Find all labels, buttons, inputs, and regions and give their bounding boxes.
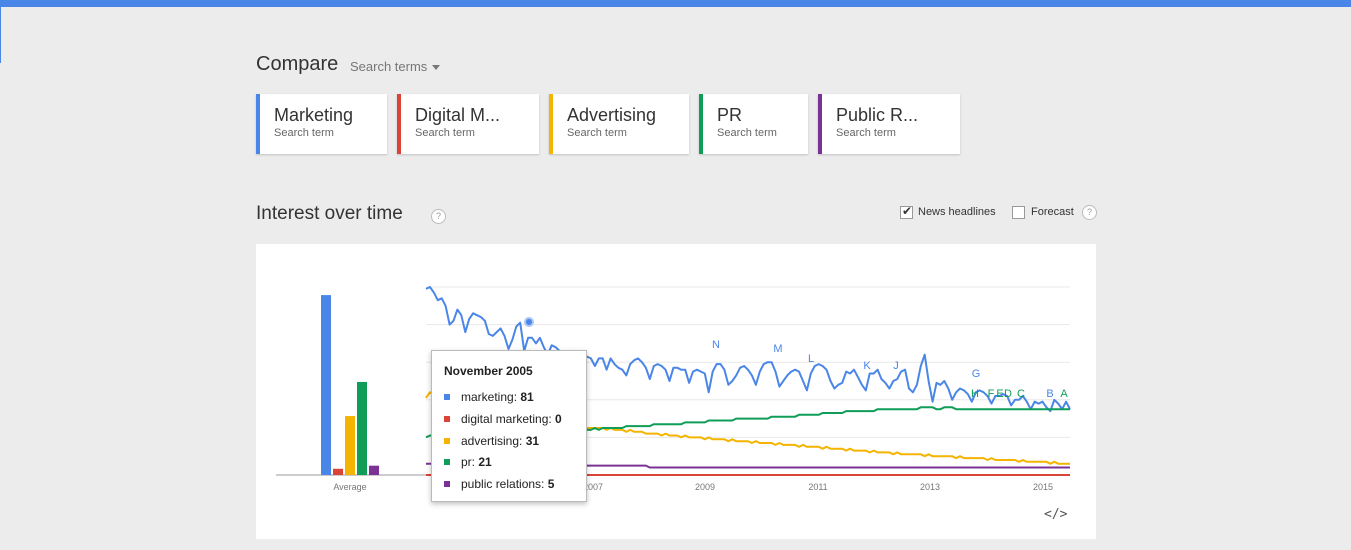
average-label: Average [333, 482, 366, 492]
news-annotation: M [773, 343, 782, 355]
x-tick-label: 2009 [695, 482, 715, 492]
news-headlines-checkbox[interactable]: ✔ [900, 204, 913, 219]
news-annotation: B [1046, 388, 1053, 400]
term-card-digital-marketing[interactable]: Digital M... Search term [397, 94, 539, 154]
term-color-bar [256, 94, 260, 154]
legend-swatch [444, 437, 450, 444]
news-annotation: G [972, 368, 981, 380]
term-name: PR [717, 105, 743, 125]
term-card-marketing[interactable]: Marketing Search term [256, 94, 387, 154]
tooltip-row-digital-marketing: digital marketing: 0 [444, 412, 562, 426]
legend-swatch [444, 480, 450, 487]
compare-title: Compare [256, 53, 339, 75]
news-annotation: E [996, 388, 1003, 400]
tooltip-row-value: 81 [520, 390, 534, 404]
average-bar-digital-marketing [333, 468, 343, 475]
forecast-help-icon[interactable]: ? [1082, 205, 1097, 220]
tooltip-row-value: 5 [547, 477, 555, 491]
top-accent-bar [0, 0, 1351, 7]
term-color-bar [699, 94, 703, 154]
term-name: Advertising [567, 105, 657, 125]
term-name: Digital M... [415, 105, 501, 125]
term-card-public-relations[interactable]: Public R... Search term [818, 94, 960, 154]
checkmark-icon: ✔ [902, 204, 913, 218]
series-line-marketing [425, 286, 1071, 413]
tooltip-row-label: advertising: [461, 434, 526, 448]
tooltip-row-value: 31 [525, 434, 540, 448]
tooltip-row-pr: pr: 21 [444, 455, 492, 469]
term-subtitle: Search term [415, 127, 475, 139]
term-color-bar [397, 94, 401, 154]
news-annotation: L [808, 353, 814, 365]
news-annotation: K [863, 360, 871, 372]
search-terms-dropdown-label: Search terms [350, 59, 428, 74]
average-bar-advertising [345, 416, 355, 475]
hover-point [524, 317, 534, 327]
news-annotation: A [1060, 388, 1068, 400]
news-annotation: H [971, 388, 979, 400]
tooltip-row-public-relations: public relations: 5 [444, 477, 554, 491]
news-annotation: C [1017, 388, 1025, 400]
x-tick-label: 2011 [808, 482, 827, 492]
x-tick-label: 2007 [583, 482, 603, 492]
term-color-bar [549, 94, 553, 154]
legend-swatch [444, 458, 450, 465]
x-tick-label: 2013 [920, 482, 940, 492]
average-bar-public-relations [369, 465, 379, 475]
term-subtitle: Search term [836, 127, 896, 139]
tooltip-row-advertising: advertising: 31 [444, 434, 539, 448]
tooltip-row-label: public relations: [461, 477, 548, 491]
tooltip-row-label: marketing: [461, 390, 521, 404]
term-card-advertising[interactable]: Advertising Search term [549, 94, 689, 154]
term-name: Marketing [274, 105, 354, 125]
news-annotation: F [988, 388, 995, 400]
left-edge-stub [0, 7, 1, 63]
tooltip-title: November 2005 [444, 364, 533, 378]
news-annotation: J [893, 360, 899, 372]
term-color-bar [818, 94, 822, 154]
average-bar-pr [357, 381, 367, 475]
term-name: Public R... [836, 105, 919, 125]
legend-swatch [444, 393, 450, 400]
search-terms-dropdown[interactable]: Search terms [350, 59, 441, 74]
chevron-down-icon [432, 65, 441, 71]
tooltip-row-marketing: marketing: 81 [444, 390, 534, 404]
help-icon[interactable]: ? [431, 209, 446, 224]
x-tick-label: 2015 [1033, 482, 1053, 492]
average-bar-marketing [321, 295, 331, 475]
tooltip-row-value: 21 [478, 455, 492, 469]
news-annotation: D [1004, 388, 1012, 400]
term-subtitle: Search term [717, 127, 777, 139]
interest-over-time-title: Interest over time [256, 203, 403, 224]
forecast-label: Forecast [1031, 206, 1074, 218]
forecast-checkbox[interactable] [1012, 206, 1025, 219]
embed-code-icon[interactable]: </> [1044, 507, 1068, 522]
term-subtitle: Search term [567, 127, 627, 139]
tooltip-row-label: digital marketing: [461, 412, 556, 426]
term-card-pr[interactable]: PR Search term [699, 94, 808, 154]
tooltip-row-value: 0 [555, 412, 562, 426]
legend-swatch [444, 415, 450, 422]
term-subtitle: Search term [274, 127, 334, 139]
tooltip-row-label: pr: [461, 455, 479, 469]
chart-tooltip: November 2005 marketing: 81 digital mark… [431, 350, 587, 502]
news-headlines-label: News headlines [918, 206, 996, 218]
news-annotation: N [712, 339, 720, 351]
